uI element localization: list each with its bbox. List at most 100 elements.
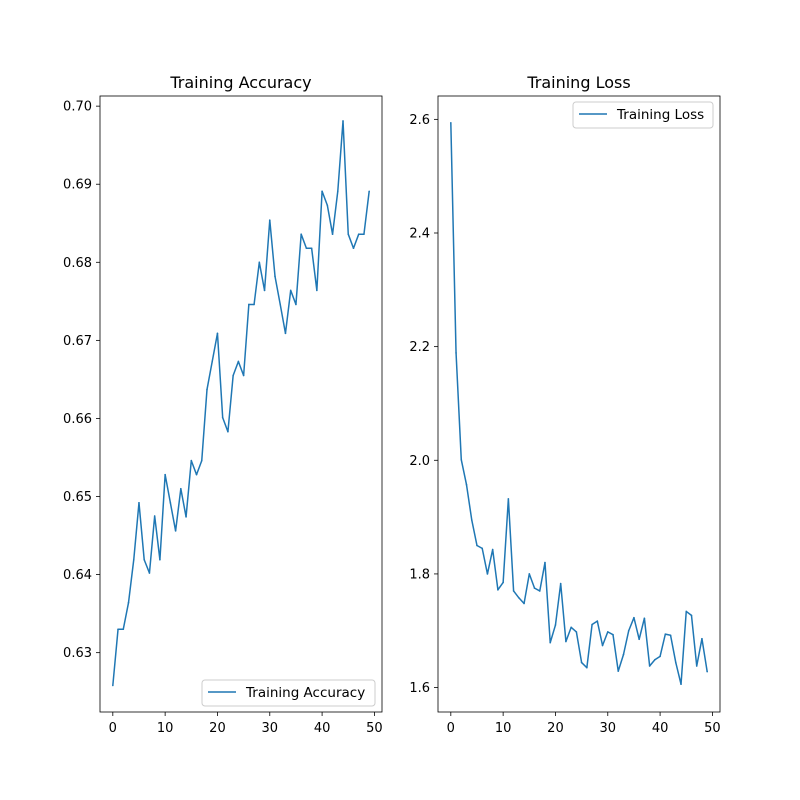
accuracy-data-point — [279, 303, 282, 306]
accuracy-y-tick-label: 0.65 — [63, 490, 92, 505]
accuracy-data-point — [352, 247, 355, 250]
loss-y-tick-label: 2.0 — [409, 454, 430, 469]
loss-data-point — [601, 644, 604, 647]
accuracy-data-point — [295, 303, 297, 306]
accuracy-data-point — [132, 558, 135, 561]
accuracy-chart: Training Accuracy 0 10 20 30 40 50 0.63 0.64 0.6… — [63, 73, 383, 736]
loss-x-tick-label: 20 — [547, 721, 564, 736]
accuracy-data-point — [310, 247, 313, 250]
loss-x-tick-label: 30 — [600, 721, 617, 736]
loss-legend-label: Training Loss — [616, 107, 704, 123]
loss-data-point — [455, 352, 457, 354]
accuracy-data-point — [127, 601, 130, 604]
accuracy-data-point — [268, 219, 271, 221]
loss-data-point — [680, 683, 682, 685]
accuracy-plot-frame — [99, 95, 383, 713]
loss-data-point — [533, 587, 536, 589]
loss-data-point — [465, 483, 468, 486]
loss-data-point — [596, 620, 599, 622]
loss-data-point — [565, 640, 567, 643]
accuracy-chart-title: Training Accuracy — [169, 73, 311, 92]
loss-data-point — [633, 616, 635, 619]
accuracy-data-point — [206, 388, 208, 391]
loss-data-point — [528, 573, 531, 575]
loss-plot-frame — [437, 95, 721, 713]
accuracy-y-tick-label: 0.67 — [63, 334, 92, 349]
accuracy-data-point — [200, 459, 203, 462]
loss-data-point — [580, 661, 583, 664]
accuracy-y-tick-label: 0.64 — [63, 568, 92, 583]
accuracy-data-point — [284, 332, 287, 335]
loss-data-point — [669, 634, 672, 637]
loss-data-point — [627, 629, 630, 632]
loss-data-point — [460, 458, 463, 461]
accuracy-data-point — [195, 473, 198, 476]
loss-x-tick-label: 50 — [704, 721, 721, 736]
loss-data-points — [450, 121, 708, 685]
accuracy-x-tick-label: 30 — [262, 721, 279, 736]
loss-data-point — [638, 638, 640, 641]
loss-data-point — [538, 590, 541, 592]
accuracy-data-point — [289, 289, 292, 292]
loss-series-line — [450, 122, 708, 685]
loss-data-point — [690, 614, 693, 617]
loss-data-point — [622, 653, 625, 656]
accuracy-data-point — [237, 360, 240, 363]
accuracy-data-point — [232, 374, 234, 377]
accuracy-data-point — [169, 501, 172, 504]
accuracy-y-tick-label: 0.66 — [63, 412, 92, 427]
accuracy-data-point — [174, 530, 177, 532]
accuracy-y-tick-label: 0.69 — [63, 178, 92, 193]
accuracy-data-point — [363, 233, 365, 235]
loss-data-point — [559, 582, 562, 585]
accuracy-data-point — [180, 487, 182, 490]
loss-data-point — [502, 581, 504, 584]
accuracy-data-point — [321, 190, 323, 193]
accuracy-x-tick-label: 0 — [109, 721, 117, 736]
loss-x-tick-label: 10 — [495, 721, 512, 736]
loss-data-point — [470, 519, 473, 521]
accuracy-data-point — [164, 473, 166, 476]
accuracy-data-point — [159, 558, 161, 561]
loss-data-point — [549, 641, 552, 644]
loss-data-point — [701, 637, 703, 640]
loss-data-point — [450, 121, 452, 124]
loss-data-point — [476, 544, 478, 547]
loss-data-point — [512, 590, 515, 592]
loss-data-point — [591, 623, 593, 626]
loss-y-tick-label: 2.6 — [409, 113, 430, 128]
loss-legend: Training Loss — [572, 101, 714, 129]
accuracy-data-point — [117, 628, 119, 631]
loss-data-point — [586, 666, 588, 669]
loss-data-point — [643, 617, 646, 620]
accuracy-data-point — [263, 289, 266, 292]
loss-data-point — [554, 624, 557, 626]
accuracy-y-tick-label: 0.68 — [63, 256, 92, 271]
accuracy-data-point — [185, 516, 187, 518]
loss-x-tick-label: 40 — [652, 721, 669, 736]
loss-data-point — [523, 602, 525, 605]
accuracy-data-point — [357, 233, 360, 235]
accuracy-x-tick-label: 50 — [366, 721, 383, 736]
accuracy-y-tick-label: 0.63 — [63, 646, 92, 661]
loss-data-point — [486, 573, 489, 575]
accuracy-data-point — [336, 190, 339, 193]
accuracy-plot-area — [100, 96, 382, 712]
accuracy-data-point — [368, 190, 370, 193]
loss-data-point — [659, 655, 661, 658]
loss-legend-box — [572, 101, 714, 129]
accuracy-x-tick-label: 40 — [314, 721, 331, 736]
accuracy-data-point — [331, 233, 334, 235]
loss-y-tick-label: 1.6 — [409, 681, 430, 696]
accuracy-data-point — [148, 572, 151, 574]
accuracy-data-point — [248, 303, 250, 306]
accuracy-data-point — [300, 233, 302, 235]
accuracy-data-point — [143, 558, 146, 561]
accuracy-legend-box — [201, 679, 376, 707]
loss-data-point — [570, 626, 572, 629]
accuracy-data-point — [221, 416, 224, 419]
accuracy-x-tick-label: 10 — [157, 721, 174, 736]
loss-data-point — [685, 610, 688, 613]
loss-data-point — [497, 589, 499, 591]
accuracy-data-point — [258, 261, 261, 264]
